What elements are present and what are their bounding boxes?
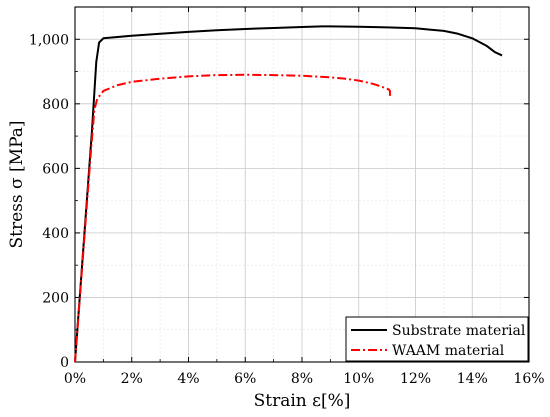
legend-label-waam: WAAM material [392, 343, 505, 359]
series-layer [74, 25, 503, 363]
x-tick-label: 8% [291, 371, 313, 387]
y-axis-title: Stress σ [MPa] [7, 120, 27, 248]
y-tick-label: 800 [42, 97, 69, 113]
x-tick-label: 12% [400, 371, 431, 387]
x-tick-label: 14% [457, 371, 488, 387]
y-tick-label: 400 [42, 226, 69, 242]
y-tick-label: 200 [42, 290, 69, 306]
x-axis-title: Strain ε[%] [254, 391, 351, 411]
series-line-waam [74, 73, 391, 363]
grid-lines [75, 7, 529, 362]
x-tick-label: 10% [343, 371, 374, 387]
x-tick-label: 2% [121, 371, 143, 387]
y-tick-label: 0 [60, 355, 69, 371]
y-tick-label: 1,000 [29, 32, 69, 48]
series-line-substrate [74, 25, 503, 363]
x-tick-label: 0% [64, 371, 86, 387]
legend-label-substrate: Substrate material [392, 323, 526, 339]
x-tick-label: 6% [234, 371, 256, 387]
y-tick-label: 600 [42, 161, 69, 177]
legend-box [345, 316, 529, 362]
x-tick-label: 16% [513, 371, 544, 387]
x-tick-label: 4% [177, 371, 199, 387]
tick-labels: 0% 2% 4% 6% 8% 10% 12% 14% 16% 0 200 400 600 800 1,000 [29, 32, 545, 387]
legend: Substrate material WAAM material [345, 316, 529, 362]
